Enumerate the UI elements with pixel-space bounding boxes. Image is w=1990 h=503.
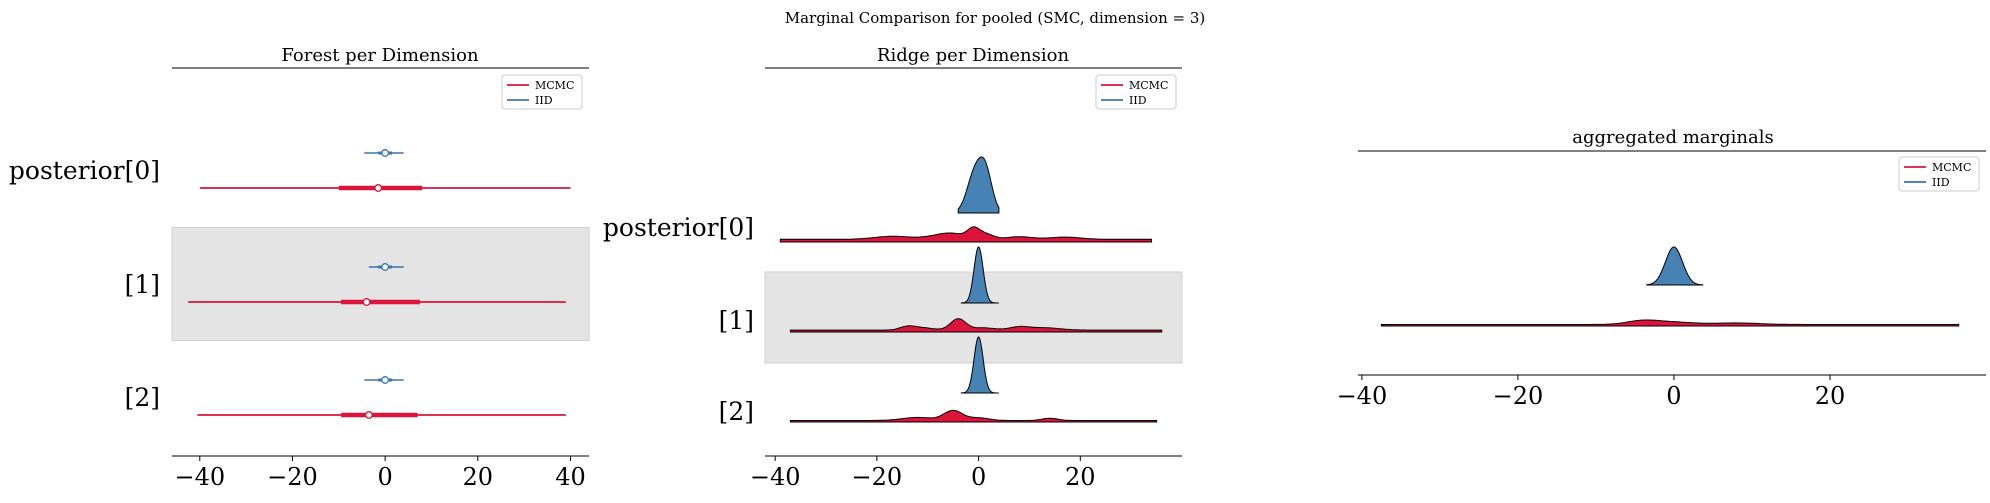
forest-iid-median-point — [381, 149, 390, 157]
aggregated-x-tick-label: 0 — [1666, 382, 1681, 410]
ridge-iid-density — [960, 336, 999, 394]
ridge-panel: Ridge per Dimension posterior[0] [1] [2] −4… — [603, 45, 1183, 491]
ridge-mcmc-density — [779, 226, 1152, 243]
ridge-iid-density — [960, 246, 999, 304]
ridge-x-tick-label: −40 — [750, 463, 801, 491]
ridge-x-tick-label: 20 — [1065, 463, 1096, 491]
ridge-row-label: [1] — [719, 306, 754, 335]
ridge-legend-iid-label: IID — [1129, 94, 1147, 107]
ridge-x-tick-label: 0 — [971, 463, 986, 491]
forest-panel-plot: posterior[0] [1] [2] −40 −20 0 20 40 MCMC IID — [9, 74, 590, 491]
forest-iid-median-point — [381, 376, 390, 384]
aggregated-legend-mcmc-label: MCMC — [1932, 161, 1971, 174]
forest-iid-median-point — [381, 263, 390, 271]
ridge-legend-mcmc-label: MCMC — [1129, 79, 1168, 92]
forest-mcmc-median-point — [362, 298, 371, 306]
aggregated-iid-density — [1646, 246, 1704, 286]
forest-row-label: posterior[0] — [9, 156, 160, 185]
figure-title: Marginal Comparison for pooled (SMC, dim… — [785, 9, 1205, 27]
forest-panel-title: Forest per Dimension — [281, 45, 479, 66]
aggregated-panel-title: aggregated marginals — [1572, 127, 1773, 148]
aggregated-panel-plot: −40 −20 0 20 MCMC IID — [1337, 156, 1986, 410]
forest-legend-mcmc-label: MCMC — [535, 79, 574, 92]
aggregated-x-tick-label: 20 — [1815, 382, 1846, 410]
ridge-mcmc-density — [789, 318, 1163, 333]
ridge-iid-density — [957, 156, 1000, 214]
forest-mcmc-median-point — [364, 411, 373, 419]
forest-x-tick-label: 40 — [555, 463, 586, 491]
aggregated-panel: aggregated marginals −40 −20 0 20 MCMC IID — [1337, 127, 1986, 410]
forest-x-tick-label: −20 — [267, 463, 318, 491]
forest-x-tick-label: −40 — [174, 463, 225, 491]
ridge-x-tick-label: −20 — [852, 463, 903, 491]
ridge-panel-title: Ridge per Dimension — [877, 45, 1070, 66]
aggregated-x-tick-label: −20 — [1493, 382, 1544, 410]
aggregated-legend-iid-label: IID — [1932, 176, 1950, 189]
ridge-panel-plot: posterior[0] [1] [2] −40 −20 0 20 MCMC IID — [603, 74, 1183, 491]
ridge-row-label: [2] — [719, 397, 754, 426]
ridge-row-label: posterior[0] — [603, 213, 754, 242]
ridge-mcmc-density — [789, 409, 1158, 423]
forest-panel: Forest per Dimension posterior[0] [1] [2] −… — [9, 45, 590, 491]
forest-row-band — [171, 227, 590, 341]
forest-x-tick-label: 20 — [463, 463, 494, 491]
forest-row-label: [2] — [125, 383, 160, 412]
forest-legend-iid-label: IID — [535, 94, 553, 107]
forest-mcmc-median-point — [374, 184, 383, 192]
forest-row-label: [1] — [125, 270, 160, 299]
aggregated-x-tick-label: −40 — [1337, 382, 1388, 410]
aggregated-mcmc-density — [1380, 319, 1960, 327]
forest-x-tick-label: 0 — [377, 463, 392, 491]
